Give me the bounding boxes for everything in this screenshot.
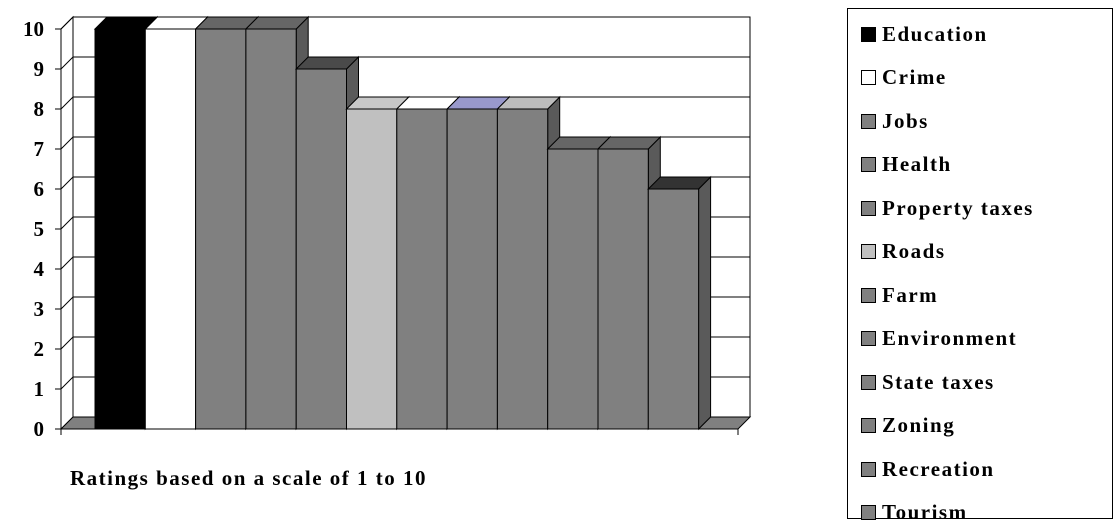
legend-swatch [861, 331, 876, 346]
y-tick-label: 9 [34, 57, 45, 81]
legend-swatch [861, 461, 876, 477]
y-tick-label: 5 [34, 217, 45, 241]
legend-swatch [861, 157, 876, 172]
y-tick-label: 0 [34, 417, 45, 441]
gridline-side [60, 216, 74, 230]
legend-item: Jobs [861, 106, 929, 136]
legend-label: Jobs [882, 108, 929, 133]
bar-front [346, 108, 398, 430]
bar-tourism [647, 175, 712, 431]
gridline-side [60, 136, 74, 150]
y-tick-label: 1 [34, 377, 45, 401]
legend-label: Education [882, 21, 988, 46]
legend: Education Crime Jobs Health Property taxes Ro… [847, 8, 1113, 524]
legend-swatch [861, 26, 876, 42]
legend-label: Crime [882, 65, 947, 89]
bar-front [547, 148, 599, 430]
legend-label: Roads [882, 239, 946, 263]
legend-item: Recreation [861, 454, 995, 484]
gridline-side [60, 96, 74, 110]
legend-swatch [861, 418, 876, 433]
legend-label: Environment [882, 326, 1018, 350]
bar-front [94, 28, 146, 430]
y-tick-label: 4 [34, 257, 45, 281]
bar-front [446, 108, 498, 430]
chart: 0 1 2 3 4 5 6 7 8 9 10 Ratings based on a scale of… [23, 15, 752, 490]
bar-front [144, 28, 197, 430]
legend-item: Zoning [861, 411, 955, 441]
y-tick-labels: 0 1 2 3 4 5 6 7 8 9 10 [23, 17, 45, 441]
legend-swatch [861, 70, 876, 85]
legend-item: Education [861, 19, 988, 49]
bar-front [245, 28, 297, 430]
gridline-side [60, 376, 74, 390]
bar-front [496, 108, 549, 430]
gridline-side [60, 56, 74, 70]
y-tick-label: 6 [34, 177, 45, 201]
legend-item: Property taxes [861, 193, 1034, 223]
legend-label: Health [882, 152, 952, 176]
y-tick-label: 3 [34, 297, 45, 321]
legend-item: Crime [861, 63, 947, 93]
gridline-side [60, 296, 74, 310]
bar-front [195, 28, 247, 430]
legend-swatch [861, 374, 876, 390]
legend-item: Health [861, 150, 952, 180]
y-tick-label: 7 [34, 137, 45, 161]
x-axis-label: Ratings based on a scale of 1 to 10 [70, 466, 427, 490]
legend-label: State taxes [882, 369, 995, 394]
legend-label: Property taxes [882, 195, 1034, 220]
bars [93, 15, 712, 431]
legend-item: Farm [861, 280, 938, 310]
bar-front [597, 148, 649, 430]
legend-swatch [861, 200, 876, 216]
legend-item: State taxes [861, 367, 995, 397]
legend-item: Tourism [861, 498, 968, 528]
legend-swatch [861, 244, 876, 259]
y-tick-label: 8 [34, 97, 45, 121]
legend-item: Roads [861, 237, 946, 267]
legend-label: Recreation [882, 456, 995, 481]
legend-label: Zoning [882, 413, 956, 437]
legend-swatch [861, 113, 876, 129]
bar-side [698, 175, 712, 431]
legend-swatch [861, 287, 876, 303]
gridline-side [60, 16, 74, 30]
legend-swatch [861, 505, 876, 520]
bar-front [647, 188, 700, 430]
legend-item: Environment [861, 324, 1017, 354]
gridline-side [60, 336, 74, 350]
y-tick-label: 10 [23, 17, 44, 41]
bar-front [396, 108, 448, 430]
y-tick-label: 2 [34, 337, 45, 361]
legend-label: Tourism [882, 500, 968, 524]
gridline-side [60, 256, 74, 270]
gridline-side [60, 176, 74, 190]
bar-front [295, 68, 348, 430]
legend-label: Farm [882, 282, 939, 307]
